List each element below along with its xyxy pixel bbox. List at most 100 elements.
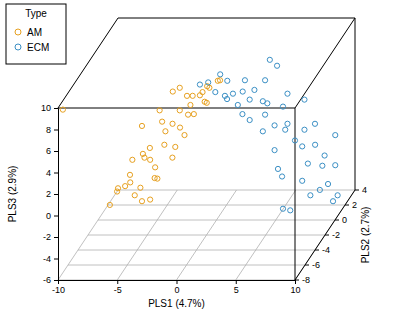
point bbox=[148, 197, 153, 202]
point bbox=[218, 72, 223, 77]
box-edge bbox=[295, 190, 355, 280]
point bbox=[247, 97, 252, 102]
point bbox=[283, 127, 288, 132]
grid-line bbox=[98, 220, 335, 221]
tick: 10 bbox=[41, 103, 58, 113]
point bbox=[225, 78, 230, 83]
tick-label: -4 bbox=[322, 245, 330, 255]
chart: -10-50510-6-4-20246810-8-6-4-2024PLS1 (4… bbox=[0, 0, 400, 315]
tick: -6 bbox=[43, 275, 58, 285]
point bbox=[170, 155, 175, 160]
tick-mark bbox=[54, 194, 58, 195]
point bbox=[292, 138, 297, 143]
point bbox=[262, 112, 267, 117]
point bbox=[325, 181, 330, 186]
point bbox=[333, 163, 338, 168]
point bbox=[114, 189, 119, 194]
point bbox=[157, 108, 162, 113]
box-edge bbox=[355, 18, 356, 190]
points bbox=[60, 57, 340, 213]
point bbox=[320, 163, 325, 168]
tick-mark bbox=[54, 259, 58, 260]
tick-label: 2 bbox=[352, 200, 357, 210]
point bbox=[217, 78, 222, 83]
point bbox=[280, 206, 285, 211]
point bbox=[313, 142, 318, 147]
point bbox=[184, 93, 189, 98]
point bbox=[247, 117, 252, 122]
point bbox=[128, 180, 133, 185]
tick: 0 bbox=[174, 280, 179, 295]
tick-mark bbox=[54, 237, 58, 238]
point bbox=[107, 202, 112, 207]
point bbox=[265, 101, 270, 106]
point bbox=[132, 193, 137, 198]
point bbox=[155, 176, 160, 181]
point bbox=[206, 80, 211, 85]
y-axis: -8-6-4-2024 bbox=[295, 185, 367, 285]
tick: 0 bbox=[46, 211, 58, 221]
tick-mark bbox=[305, 265, 309, 266]
point bbox=[204, 100, 209, 105]
tick-mark bbox=[335, 220, 339, 221]
box-edge bbox=[295, 18, 355, 108]
tick-label: -2 bbox=[332, 230, 340, 240]
point bbox=[207, 85, 212, 90]
tick-mark bbox=[54, 280, 58, 281]
tick-label: 0 bbox=[46, 211, 51, 221]
tick-mark bbox=[54, 130, 58, 131]
point bbox=[335, 193, 340, 198]
x-axis: -10 -5 0 5 10 bbox=[52, 280, 301, 295]
tick-mark bbox=[355, 190, 359, 191]
point bbox=[267, 57, 272, 62]
point bbox=[200, 90, 205, 95]
tick-label: 2 bbox=[46, 189, 51, 199]
tick: -2 bbox=[43, 232, 58, 242]
tick-mark bbox=[54, 173, 58, 174]
point bbox=[188, 102, 193, 107]
point bbox=[139, 123, 144, 128]
point bbox=[305, 161, 310, 166]
tick-mark bbox=[295, 280, 296, 284]
tick-label: -10 bbox=[52, 285, 65, 295]
tick: 10 bbox=[290, 280, 300, 295]
point bbox=[170, 121, 175, 126]
point bbox=[177, 125, 182, 130]
point bbox=[160, 119, 165, 124]
point bbox=[153, 165, 158, 170]
point bbox=[312, 121, 317, 126]
tick-label: 0 bbox=[342, 215, 347, 225]
tick-label: 10 bbox=[41, 103, 51, 113]
legend-label: ECM bbox=[27, 42, 49, 53]
point bbox=[142, 155, 147, 160]
tick-mark bbox=[295, 280, 299, 281]
grid-line bbox=[88, 235, 325, 236]
legend-marker bbox=[15, 29, 21, 35]
grid-line bbox=[118, 190, 355, 191]
point bbox=[240, 89, 245, 94]
tick: 8 bbox=[46, 125, 58, 135]
point bbox=[285, 91, 290, 96]
point bbox=[317, 187, 322, 192]
point bbox=[130, 157, 135, 162]
tick-mark bbox=[54, 216, 58, 217]
tick-label: 0 bbox=[174, 285, 179, 295]
z-axis: -6-4-20246810 bbox=[41, 103, 59, 285]
point bbox=[138, 185, 143, 190]
point bbox=[280, 104, 285, 109]
point bbox=[230, 91, 235, 96]
point bbox=[191, 112, 196, 117]
box-edge bbox=[295, 108, 296, 280]
z-axis-title: PLS3 (2.9%) bbox=[7, 166, 18, 223]
legend-box bbox=[6, 4, 66, 64]
point bbox=[182, 132, 187, 137]
tick-label: -5 bbox=[114, 285, 122, 295]
tick-label: 5 bbox=[234, 285, 239, 295]
tick-label: -4 bbox=[43, 254, 51, 264]
tick-label: -2 bbox=[43, 232, 51, 242]
point bbox=[185, 112, 190, 117]
point bbox=[123, 184, 128, 189]
box-edge bbox=[118, 18, 355, 19]
tick: -5 bbox=[114, 280, 122, 295]
series-ecm bbox=[197, 57, 340, 213]
